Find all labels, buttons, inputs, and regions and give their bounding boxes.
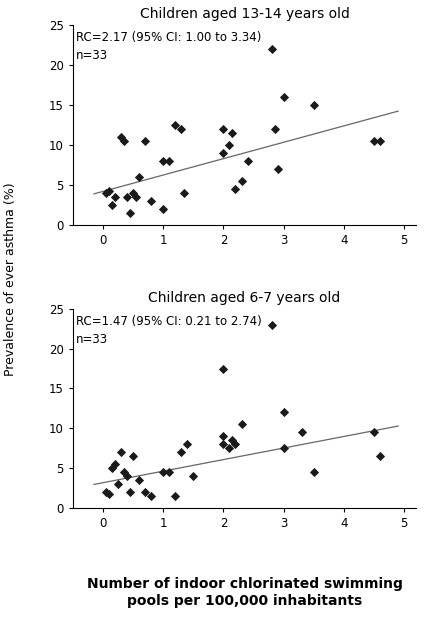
- Text: RC=2.17 (95% CI: 1.00 to 3.34)
n=33: RC=2.17 (95% CI: 1.00 to 3.34) n=33: [76, 31, 262, 62]
- Point: [271, 124, 278, 134]
- Point: [238, 175, 245, 185]
- Point: [106, 186, 112, 196]
- Point: [121, 467, 127, 477]
- Point: [124, 192, 130, 202]
- Point: [220, 363, 227, 373]
- Point: [232, 184, 239, 193]
- Point: [112, 192, 118, 202]
- Point: [127, 487, 133, 497]
- Point: [166, 156, 173, 166]
- Point: [181, 188, 188, 198]
- Point: [310, 100, 317, 110]
- Point: [190, 471, 197, 481]
- Title: Children aged 13-14 years old: Children aged 13-14 years old: [139, 7, 350, 21]
- Point: [310, 467, 317, 477]
- Point: [220, 432, 227, 441]
- Point: [166, 467, 173, 477]
- Text: Number of indoor chlorinated swimming
pools per 100,000 inhabitants: Number of indoor chlorinated swimming po…: [87, 577, 402, 608]
- Point: [244, 156, 251, 166]
- Point: [118, 131, 124, 141]
- Point: [124, 471, 130, 481]
- Point: [220, 440, 227, 450]
- Point: [172, 492, 179, 502]
- Point: [160, 204, 167, 214]
- Point: [220, 124, 227, 134]
- Point: [178, 124, 185, 134]
- Title: Children aged 6-7 years old: Children aged 6-7 years old: [148, 291, 341, 304]
- Point: [130, 188, 136, 198]
- Point: [274, 164, 281, 174]
- Point: [109, 464, 115, 474]
- Point: [106, 489, 112, 499]
- Point: [142, 136, 148, 146]
- Text: Prevalence of ever asthma (%): Prevalence of ever asthma (%): [4, 182, 17, 376]
- Point: [377, 451, 384, 461]
- Point: [133, 192, 139, 202]
- Point: [377, 136, 384, 146]
- Point: [280, 92, 287, 102]
- Point: [226, 140, 233, 149]
- Point: [148, 196, 154, 206]
- Point: [127, 208, 133, 218]
- Point: [371, 428, 378, 438]
- Point: [178, 448, 185, 458]
- Point: [136, 172, 142, 182]
- Point: [298, 428, 305, 438]
- Point: [160, 156, 167, 166]
- Point: [268, 44, 275, 54]
- Point: [172, 120, 179, 130]
- Point: [160, 467, 167, 477]
- Point: [109, 200, 115, 210]
- Point: [229, 128, 236, 138]
- Point: [103, 188, 109, 198]
- Point: [136, 476, 142, 485]
- Point: [112, 459, 118, 469]
- Point: [280, 443, 287, 453]
- Point: [229, 435, 236, 445]
- Point: [118, 448, 124, 458]
- Point: [371, 136, 378, 146]
- Point: [115, 479, 121, 489]
- Point: [238, 420, 245, 430]
- Point: [148, 492, 154, 502]
- Point: [226, 443, 233, 453]
- Point: [280, 407, 287, 417]
- Text: RC=1.47 (95% CI: 0.21 to 2.74)
n=33: RC=1.47 (95% CI: 0.21 to 2.74) n=33: [76, 314, 262, 345]
- Point: [184, 440, 191, 450]
- Point: [130, 451, 136, 461]
- Point: [232, 440, 239, 450]
- Point: [121, 136, 127, 146]
- Point: [268, 319, 275, 329]
- Point: [103, 487, 109, 497]
- Point: [142, 487, 148, 497]
- Point: [220, 148, 227, 157]
